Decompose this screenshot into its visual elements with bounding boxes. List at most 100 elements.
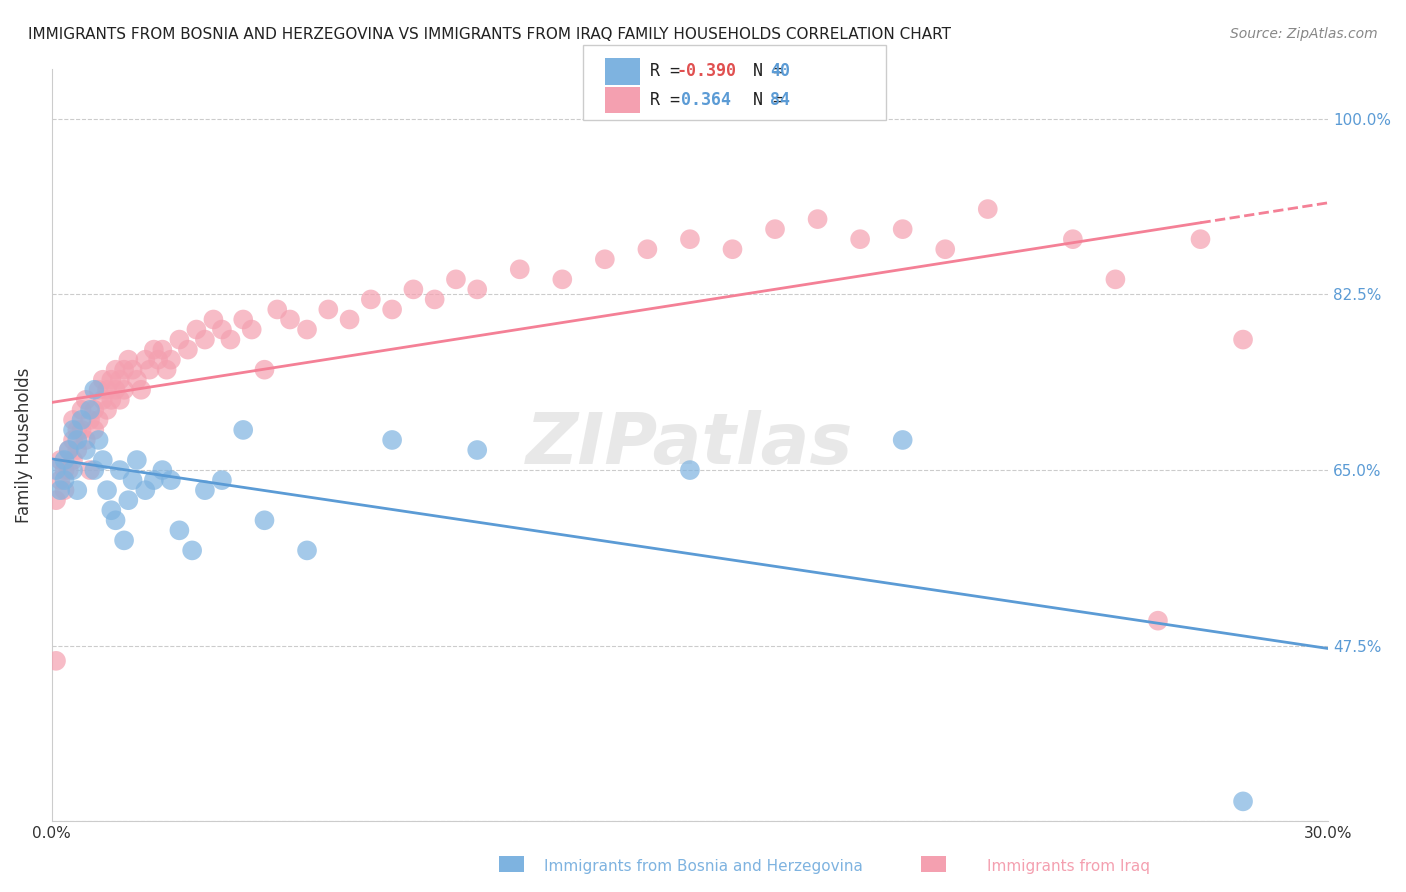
Text: R =: R = bbox=[650, 91, 700, 109]
Point bbox=[75, 392, 97, 407]
Point bbox=[339, 312, 361, 326]
Point bbox=[96, 402, 118, 417]
Point bbox=[202, 312, 225, 326]
Point bbox=[232, 312, 254, 326]
Point bbox=[934, 242, 956, 256]
Point bbox=[121, 473, 143, 487]
Point bbox=[108, 463, 131, 477]
Point bbox=[66, 423, 89, 437]
Point bbox=[278, 312, 301, 326]
Point bbox=[79, 463, 101, 477]
Point bbox=[62, 413, 84, 427]
Point bbox=[58, 442, 80, 457]
Point bbox=[112, 383, 135, 397]
Point bbox=[186, 322, 208, 336]
Point bbox=[891, 222, 914, 236]
Point bbox=[381, 433, 404, 447]
Point bbox=[1232, 333, 1254, 347]
Point bbox=[49, 473, 72, 487]
Point bbox=[66, 433, 89, 447]
Text: ZIPatlas: ZIPatlas bbox=[526, 410, 853, 480]
Point bbox=[177, 343, 200, 357]
Point bbox=[96, 483, 118, 498]
Point bbox=[91, 453, 114, 467]
Point bbox=[112, 533, 135, 548]
Point bbox=[83, 463, 105, 477]
Point bbox=[121, 362, 143, 376]
Point bbox=[91, 373, 114, 387]
Point bbox=[509, 262, 531, 277]
Point bbox=[70, 402, 93, 417]
Point bbox=[977, 202, 1000, 216]
Point bbox=[100, 392, 122, 407]
Point bbox=[465, 442, 488, 457]
Text: N =: N = bbox=[733, 91, 793, 109]
Point bbox=[360, 293, 382, 307]
Text: Immigrants from Iraq: Immigrants from Iraq bbox=[987, 859, 1150, 874]
Point bbox=[295, 322, 318, 336]
Point bbox=[75, 442, 97, 457]
Text: 84: 84 bbox=[770, 91, 790, 109]
Point bbox=[142, 473, 165, 487]
Text: 0.364: 0.364 bbox=[681, 91, 731, 109]
Point bbox=[129, 383, 152, 397]
Point bbox=[160, 352, 183, 367]
Point bbox=[108, 392, 131, 407]
Point bbox=[53, 483, 76, 498]
Point bbox=[83, 383, 105, 397]
Point bbox=[100, 373, 122, 387]
Point bbox=[70, 423, 93, 437]
Point bbox=[721, 242, 744, 256]
Point bbox=[1232, 794, 1254, 808]
Point bbox=[66, 483, 89, 498]
Point bbox=[169, 524, 191, 538]
Text: Source: ZipAtlas.com: Source: ZipAtlas.com bbox=[1230, 27, 1378, 41]
Point bbox=[45, 493, 67, 508]
Text: IMMIGRANTS FROM BOSNIA AND HERZEGOVINA VS IMMIGRANTS FROM IRAQ FAMILY HOUSEHOLDS: IMMIGRANTS FROM BOSNIA AND HERZEGOVINA V… bbox=[28, 27, 950, 42]
Point bbox=[49, 483, 72, 498]
Point bbox=[891, 433, 914, 447]
Point bbox=[444, 272, 467, 286]
Point bbox=[316, 302, 339, 317]
Point bbox=[62, 463, 84, 477]
Point bbox=[87, 413, 110, 427]
Point bbox=[266, 302, 288, 317]
Point bbox=[219, 333, 242, 347]
Point bbox=[551, 272, 574, 286]
Point bbox=[100, 503, 122, 517]
Point bbox=[156, 362, 179, 376]
Point bbox=[138, 362, 160, 376]
Point bbox=[91, 392, 114, 407]
Point bbox=[181, 543, 204, 558]
Point bbox=[763, 222, 786, 236]
Point bbox=[104, 383, 127, 397]
Point bbox=[232, 423, 254, 437]
Point bbox=[108, 373, 131, 387]
Point bbox=[194, 483, 217, 498]
Point bbox=[58, 463, 80, 477]
Text: N =: N = bbox=[733, 62, 793, 80]
Point bbox=[83, 423, 105, 437]
Point bbox=[75, 433, 97, 447]
Point bbox=[402, 282, 425, 296]
Point bbox=[146, 352, 169, 367]
Point bbox=[45, 654, 67, 668]
Point bbox=[679, 232, 702, 246]
Point bbox=[806, 212, 828, 227]
Point bbox=[1189, 232, 1212, 246]
Text: 40: 40 bbox=[770, 62, 790, 80]
Text: Immigrants from Bosnia and Herzegovina: Immigrants from Bosnia and Herzegovina bbox=[544, 859, 862, 874]
Text: R =: R = bbox=[650, 62, 689, 80]
Point bbox=[53, 463, 76, 477]
Point bbox=[253, 513, 276, 527]
Point bbox=[134, 352, 156, 367]
Point bbox=[87, 383, 110, 397]
Point bbox=[62, 423, 84, 437]
Text: -0.390: -0.390 bbox=[676, 62, 737, 80]
Point bbox=[45, 463, 67, 477]
Point bbox=[593, 252, 616, 267]
Point bbox=[53, 473, 76, 487]
Point bbox=[58, 442, 80, 457]
Point bbox=[62, 453, 84, 467]
Point bbox=[1104, 272, 1126, 286]
